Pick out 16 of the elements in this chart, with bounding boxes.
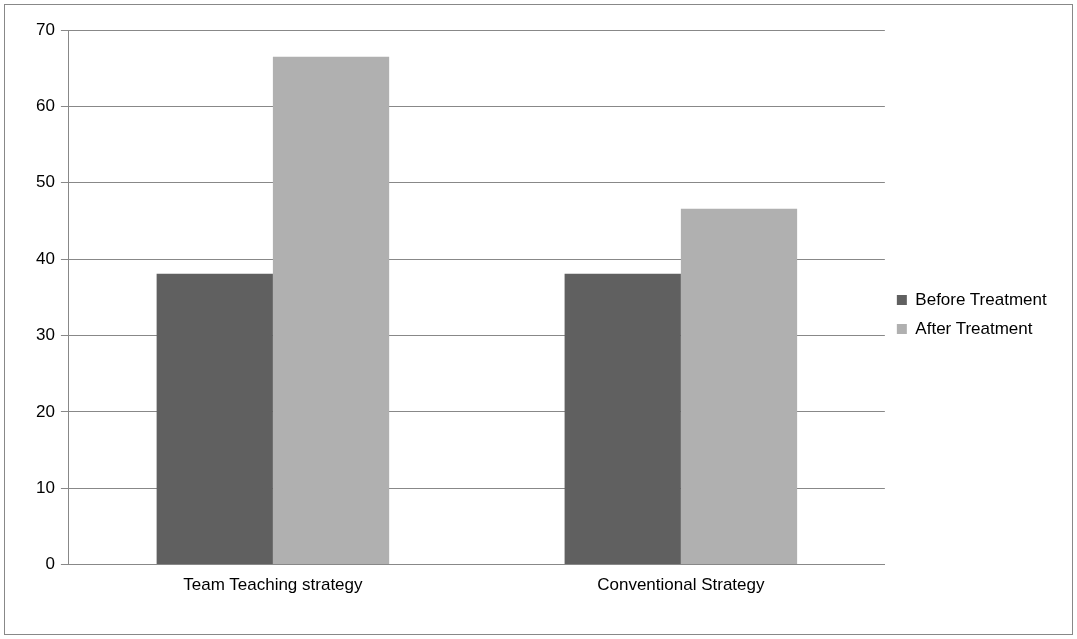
y-tick-label: 70 xyxy=(35,19,55,39)
x-tick-label: Conventional Strategy xyxy=(597,575,765,595)
y-tick-label: 20 xyxy=(35,401,55,421)
legend-label: After Treatment xyxy=(915,318,1033,338)
bar xyxy=(156,273,273,565)
bar xyxy=(272,56,390,565)
bar xyxy=(564,273,681,565)
y-tick-label: 0 xyxy=(45,554,55,574)
legend-label: Before Treatment xyxy=(915,289,1047,309)
y-tick-label: 30 xyxy=(35,325,55,345)
bar xyxy=(680,208,798,565)
x-tick-label: Team Teaching strategy xyxy=(183,575,364,595)
y-tick-label: 60 xyxy=(35,96,55,116)
y-tick-label: 40 xyxy=(35,248,55,268)
y-tick-label: 50 xyxy=(35,172,55,192)
y-tick-label: 10 xyxy=(35,477,55,497)
